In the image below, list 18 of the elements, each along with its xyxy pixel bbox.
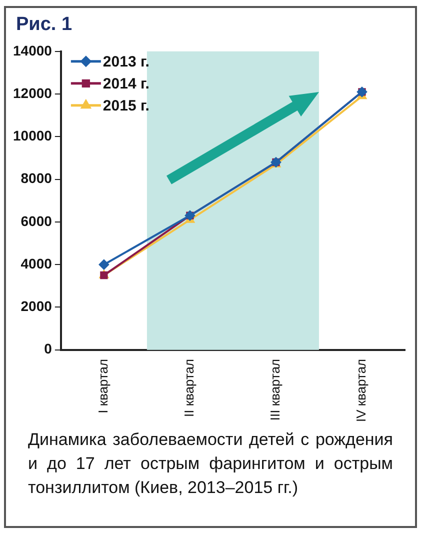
y-tick-label: 8000 <box>20 170 52 186</box>
y-tick-label: 14000 <box>12 42 52 58</box>
x-tick-label: I квартал <box>96 358 111 414</box>
point <box>98 260 109 270</box>
y-tick-label: 12000 <box>12 84 52 101</box>
text: Динамика заболеваемости детей с рождения и до 17 лет острым фарингитом и острым тонзиллитом (Киев, 2013–2015 гг.) <box>28 429 393 499</box>
y-tick-label: 6000 <box>20 212 52 229</box>
legend-label: 2015 г. <box>102 98 150 115</box>
x-tick-label: IV квартал <box>354 358 369 422</box>
y-tick-label: 0 <box>44 340 52 357</box>
x-tick-label: III квартал <box>268 358 283 421</box>
x-tick-label: II квартал <box>182 358 197 417</box>
legend-label: 2014 г. <box>102 76 150 93</box>
chart-title: Рис. 1 <box>16 14 72 36</box>
y-tick-label: 4000 <box>20 255 52 272</box>
legend-label: 2013 г. <box>102 54 150 71</box>
y-tick-label: 10000 <box>12 128 52 144</box>
y-tick-label: 2000 <box>20 298 52 314</box>
